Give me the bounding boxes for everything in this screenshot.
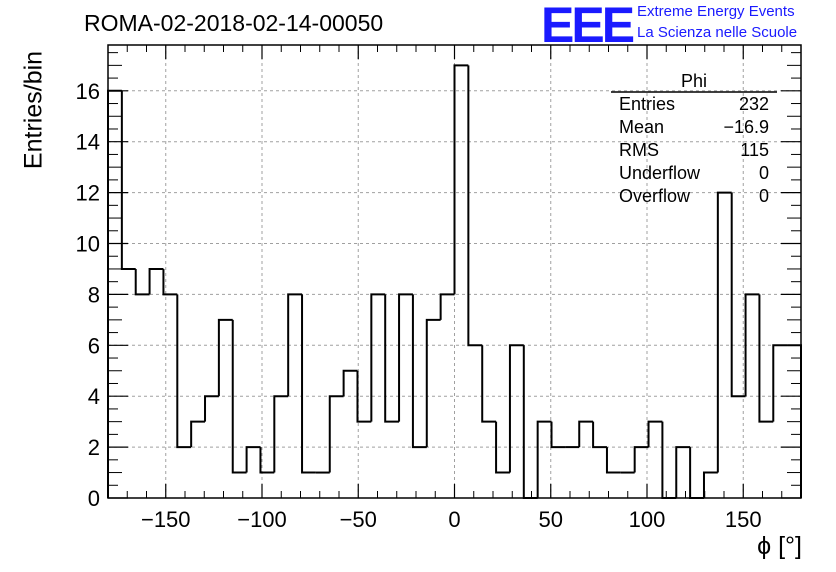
histogram-bin xyxy=(508,344,524,473)
histogram-bin xyxy=(592,421,607,449)
histogram-bin xyxy=(453,64,469,295)
x-tick-label: −50 xyxy=(340,507,377,532)
stats-label: RMS xyxy=(619,140,659,160)
histogram-bin xyxy=(245,446,261,473)
histogram-bin xyxy=(287,293,303,397)
logo-caption-line1: Extreme Energy Events xyxy=(637,3,795,20)
x-tick-label: −150 xyxy=(141,507,191,532)
histogram-bin xyxy=(744,293,760,397)
stats-label: Underflow xyxy=(619,163,701,183)
histogram-bin xyxy=(356,370,372,423)
x-tick-label: 150 xyxy=(725,507,762,532)
y-tick-label: 14 xyxy=(76,130,100,155)
histogram-bin xyxy=(647,420,663,448)
histogram-bin xyxy=(495,421,510,474)
histogram-bin xyxy=(370,293,386,422)
stats-label: Mean xyxy=(619,117,664,137)
x-tick-label: 100 xyxy=(629,507,666,532)
y-tick-label: 6 xyxy=(88,333,100,358)
histogram-bin xyxy=(550,421,566,449)
histogram-bin xyxy=(259,447,275,474)
histogram-bin xyxy=(217,318,233,397)
stats-label: Entries xyxy=(619,94,675,114)
histogram-bin xyxy=(342,369,358,397)
histogram-bin xyxy=(772,344,788,422)
histogram-bin xyxy=(702,471,718,498)
x-tick-label: 0 xyxy=(448,507,460,532)
histogram-bin xyxy=(176,294,192,449)
histogram-bin xyxy=(689,447,704,499)
x-tick-label: 50 xyxy=(539,507,563,532)
y-tick-label: 16 xyxy=(76,79,100,104)
histogram-bin xyxy=(301,294,316,474)
histogram-bin xyxy=(522,345,538,499)
histogram-bin xyxy=(162,268,178,296)
histogram-bars xyxy=(107,64,802,499)
y-tick-label: 0 xyxy=(88,486,100,511)
stats-value: 232 xyxy=(739,94,769,114)
histogram-bin xyxy=(661,421,677,499)
histogram-bin xyxy=(730,192,746,398)
histogram-bin xyxy=(231,319,247,474)
histogram-bin xyxy=(439,293,455,320)
histogram-bin xyxy=(134,268,150,296)
histogram-bin xyxy=(384,294,400,423)
histogram-bin xyxy=(633,446,649,473)
histogram-bin xyxy=(716,191,732,473)
histogram-bin xyxy=(328,395,344,473)
stats-label: Overflow xyxy=(619,186,691,206)
histogram-bin xyxy=(605,447,621,474)
histogram-bin xyxy=(190,420,206,448)
stats-value: 115 xyxy=(740,140,769,160)
x-tick-label: −100 xyxy=(237,507,287,532)
stats-value: 0 xyxy=(759,186,769,206)
logo-caption-line2: La Scienza nelle Scuole xyxy=(637,24,798,41)
histogram-bin xyxy=(578,420,594,448)
y-tick-label: 8 xyxy=(88,282,100,307)
chart-title: ROMA-02-2018-02-14-00050 xyxy=(84,10,384,36)
histogram-bin xyxy=(273,395,289,473)
histogram-bin xyxy=(425,318,441,448)
histogram-bin xyxy=(467,65,483,347)
y-tick-label: 2 xyxy=(88,435,100,460)
eee-logo: EEE xyxy=(541,0,635,53)
histogram-bin xyxy=(481,345,497,423)
stats-title: Phi xyxy=(681,71,707,91)
histogram-bin xyxy=(536,420,552,498)
histogram-bin xyxy=(411,294,427,449)
histogram-bin xyxy=(398,293,413,422)
axis-ticks xyxy=(108,45,801,499)
stats-value: −16.9 xyxy=(723,117,769,137)
x-axis-label: ϕ [°] xyxy=(757,532,802,560)
histogram-bin xyxy=(675,446,691,498)
y-tick-label: 12 xyxy=(76,181,100,206)
y-tick-label: 4 xyxy=(88,384,100,409)
y-tick-label: 10 xyxy=(76,232,100,257)
stats-box: Phi Entries 232 Mean −16.9 RMS 115 Underflow 0 Ov… xyxy=(611,71,777,206)
histogram-bin xyxy=(758,294,774,423)
tick-labels: −150 −100 −50 0 50 100 150 0 2 4 6 8 10 12 14 16 xyxy=(76,79,762,532)
stats-value: 0 xyxy=(759,163,769,183)
histogram-bin xyxy=(120,90,136,270)
histogram-bin xyxy=(204,395,219,422)
histogram-bin xyxy=(148,267,164,295)
